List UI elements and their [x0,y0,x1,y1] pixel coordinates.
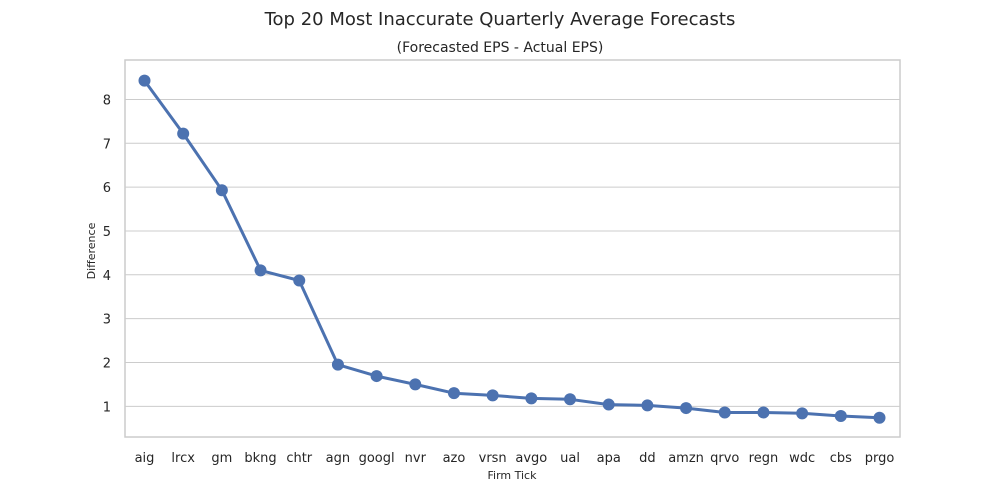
data-point [757,406,770,419]
y-tick-label: 5 [103,225,111,240]
data-point [254,264,267,277]
y-tick-label: 4 [103,269,111,284]
data-point [602,398,615,411]
x-tick-label: azo [443,451,466,466]
gridlines [125,98,900,407]
data-point [215,184,228,197]
y-axis-label: Difference [85,222,98,279]
data-point [680,402,693,415]
y-tick-labels: 1 2 3 4 5 6 7 8 [103,93,111,415]
x-tick-label: bkng [244,451,276,466]
y-tick-label: 2 [103,356,111,371]
x-tick-label: prgo [865,451,895,466]
x-tick-label: vrsn [479,451,507,466]
x-tick-label: avgo [515,451,547,466]
x-tick-label: lrcx [171,451,195,466]
y-tick-label: 7 [103,137,111,152]
data-point [370,370,383,383]
y-tick-label: 1 [103,400,111,415]
x-tick-label: nvr [405,451,427,466]
y-tick-label: 6 [103,181,111,196]
data-point [447,387,460,400]
data-point [796,407,809,420]
data-point [486,389,499,402]
x-tick-label: qrvo [710,451,739,466]
data-point [138,74,151,87]
x-tick-label: ual [560,451,580,466]
data-point [293,274,306,287]
data-point [873,411,886,424]
x-tick-label: cbs [830,451,852,466]
data-point [331,358,344,371]
x-tick-label: regn [749,451,779,466]
x-tick-label: amzn [668,451,704,466]
plot-frame [124,59,901,438]
x-tick-label: aig [135,451,155,466]
x-tick-label: googl [359,451,395,466]
x-tick-label: apa [597,451,621,466]
x-tick-labels: aig lrcx gm bkng chtr agn googl nvr azo vrsn avgo u… [135,451,895,466]
chart-title: Top 20 Most Inaccurate Quarterly Average… [264,9,736,30]
y-tick-label: 3 [103,313,111,328]
data-point [641,399,654,412]
chart-subtitle: (Forecasted EPS - Actual EPS) [397,40,604,56]
data-point [834,409,847,422]
data-point [177,127,190,140]
x-tick-label: agn [326,451,350,466]
data-point [564,393,577,406]
data-point [409,378,422,391]
y-tick-label: 8 [103,93,111,108]
x-tick-label: wdc [789,451,815,466]
series-line [143,79,880,420]
x-tick-label: gm [211,451,232,466]
x-axis-label: Firm Tick [488,469,538,482]
x-tick-label: dd [639,451,656,466]
x-tick-label: chtr [286,451,312,466]
data-point [525,392,538,405]
data-point [718,406,731,419]
data-points [138,74,886,424]
